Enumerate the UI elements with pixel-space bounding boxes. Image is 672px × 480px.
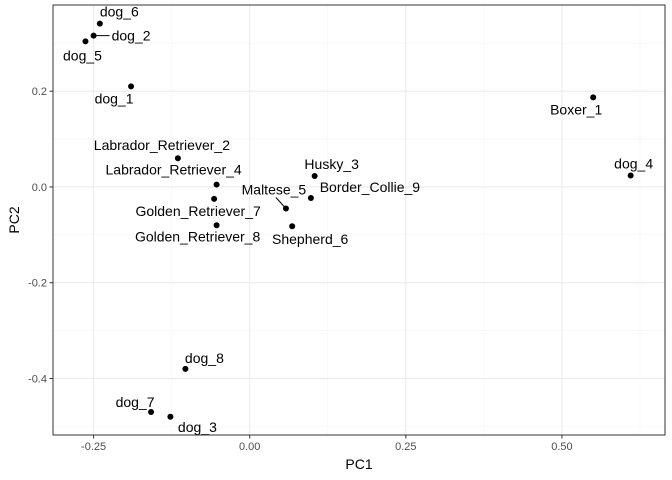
y-tick-label: 0.2 xyxy=(32,86,47,98)
point-label: dog_5 xyxy=(63,47,102,63)
x-tick-label: 0.00 xyxy=(239,441,260,453)
data-point-border-collie-9 xyxy=(307,194,314,201)
data-point-golden-retriever-8 xyxy=(213,222,220,229)
data-point-dog-5 xyxy=(82,38,89,45)
point-label: Boxer_1 xyxy=(550,101,602,117)
x-tick-label: -0.25 xyxy=(81,441,106,453)
point-label: Labrador_Retriever_4 xyxy=(106,162,242,178)
data-point-dog-8 xyxy=(182,365,189,372)
data-point-dog-2 xyxy=(90,32,97,39)
y-tick-label: 0.0 xyxy=(32,182,47,194)
panel-border xyxy=(52,4,666,436)
point-label: Labrador_Retriever_2 xyxy=(94,137,230,153)
data-point-boxer-1 xyxy=(590,94,597,101)
x-axis-title: PC1 xyxy=(345,456,372,472)
point-label: Maltese_5 xyxy=(242,182,307,198)
data-point-dog-7 xyxy=(148,409,155,416)
data-point-dog-3 xyxy=(167,413,174,420)
point-label: Golden_Retriever_8 xyxy=(135,228,261,244)
y-tick-labels: -0.4 -0.2 0.0 0.2 xyxy=(28,86,47,385)
point-label: Golden_Retriever_7 xyxy=(135,203,261,219)
point-label: dog_4 xyxy=(614,155,653,171)
point-label: dog_3 xyxy=(178,419,217,435)
point-label: Border_Collie_9 xyxy=(320,179,421,195)
x-tick-labels: -0.25 0.00 0.25 0.50 xyxy=(81,441,573,453)
data-point-dog-1 xyxy=(128,83,135,90)
point-label: dog_2 xyxy=(112,28,151,44)
minor-gridlines xyxy=(53,5,665,435)
axis-ticks xyxy=(49,90,563,439)
data-point-golden-retriever-7 xyxy=(211,195,218,202)
data-point-maltese-5 xyxy=(282,205,289,212)
data-point-husky-3 xyxy=(311,172,318,179)
data-point-dog-4 xyxy=(627,172,634,179)
point-label: Shepherd_6 xyxy=(272,231,349,247)
data-points xyxy=(82,20,634,420)
y-tick-label: -0.4 xyxy=(28,373,47,385)
data-point-labrador-retriever-2 xyxy=(174,155,181,162)
major-gridlines xyxy=(53,5,665,435)
point-label: dog_7 xyxy=(116,394,155,410)
x-tick-label: 0.50 xyxy=(551,441,572,453)
x-tick-label: 0.25 xyxy=(395,441,416,453)
data-point-dog-6 xyxy=(96,20,103,27)
point-label: dog_8 xyxy=(185,350,224,366)
point-label: Husky_3 xyxy=(304,156,359,172)
point-labels: dog_6 dog_2 dog_5 dog_1 Boxer_1 dog_4 Labrador… xyxy=(63,4,653,435)
y-axis-title: PC2 xyxy=(6,206,22,233)
data-point-shepherd-6 xyxy=(289,223,296,230)
point-label: dog_6 xyxy=(100,4,139,20)
point-label: dog_1 xyxy=(95,90,134,106)
y-tick-label: -0.2 xyxy=(28,278,47,290)
data-point-labrador-retriever-4 xyxy=(213,181,220,188)
